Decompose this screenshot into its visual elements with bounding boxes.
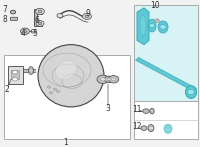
Circle shape <box>155 19 159 22</box>
Ellipse shape <box>29 67 34 74</box>
Circle shape <box>21 28 29 34</box>
Ellipse shape <box>38 45 104 107</box>
Circle shape <box>149 24 155 27</box>
Circle shape <box>36 8 44 15</box>
Circle shape <box>10 10 16 14</box>
Circle shape <box>49 92 53 94</box>
Polygon shape <box>137 8 149 45</box>
Ellipse shape <box>148 125 154 132</box>
Circle shape <box>104 76 114 83</box>
Circle shape <box>97 75 109 83</box>
Ellipse shape <box>148 19 156 32</box>
Circle shape <box>36 21 44 26</box>
Circle shape <box>107 78 111 81</box>
Text: 12: 12 <box>132 122 142 131</box>
Circle shape <box>47 86 51 88</box>
Text: 4: 4 <box>21 29 25 38</box>
Circle shape <box>57 14 63 18</box>
Text: 7: 7 <box>3 5 7 14</box>
Circle shape <box>23 30 27 33</box>
Circle shape <box>112 78 116 81</box>
Circle shape <box>141 126 147 130</box>
Text: 10: 10 <box>150 1 160 10</box>
Circle shape <box>108 76 119 83</box>
Circle shape <box>101 78 105 81</box>
Ellipse shape <box>55 61 77 80</box>
Text: 2: 2 <box>5 85 9 94</box>
FancyBboxPatch shape <box>8 66 23 84</box>
Ellipse shape <box>164 124 172 133</box>
Circle shape <box>85 15 89 18</box>
Circle shape <box>53 88 57 90</box>
Ellipse shape <box>186 86 196 98</box>
Circle shape <box>83 13 91 20</box>
Text: 8: 8 <box>3 15 7 24</box>
FancyBboxPatch shape <box>134 101 198 139</box>
Circle shape <box>13 71 17 74</box>
Ellipse shape <box>158 21 168 33</box>
Circle shape <box>29 69 33 72</box>
Polygon shape <box>34 9 42 26</box>
Text: 9: 9 <box>86 9 90 18</box>
Circle shape <box>56 90 60 92</box>
Circle shape <box>149 126 153 130</box>
Circle shape <box>143 109 149 113</box>
Text: 6: 6 <box>35 16 39 25</box>
FancyBboxPatch shape <box>10 17 18 20</box>
Circle shape <box>38 22 42 25</box>
Text: 11: 11 <box>132 105 142 114</box>
Circle shape <box>187 90 195 95</box>
Ellipse shape <box>150 108 154 114</box>
Circle shape <box>160 25 166 29</box>
Text: 5: 5 <box>33 29 37 38</box>
Polygon shape <box>136 57 196 91</box>
Text: 3: 3 <box>106 104 110 113</box>
FancyBboxPatch shape <box>134 5 198 101</box>
Ellipse shape <box>140 16 146 35</box>
Circle shape <box>38 10 42 13</box>
FancyBboxPatch shape <box>4 55 130 139</box>
Text: 1: 1 <box>64 138 68 147</box>
FancyBboxPatch shape <box>11 70 19 79</box>
Circle shape <box>13 78 17 81</box>
